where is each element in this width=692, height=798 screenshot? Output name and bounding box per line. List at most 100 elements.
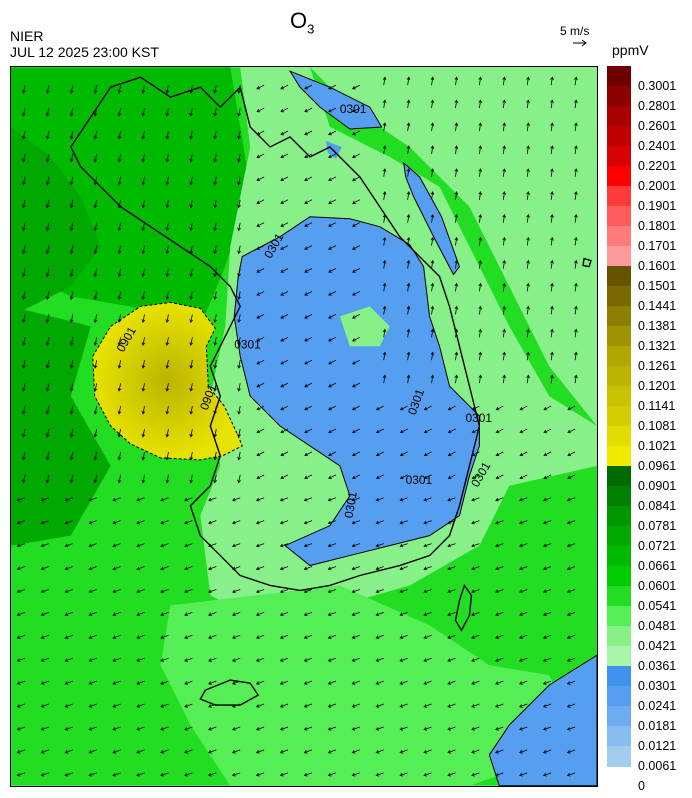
wind-arrow-head (40, 658, 45, 662)
wind-arrow (22, 451, 26, 460)
legend-tick-label: 0.1441 (638, 299, 677, 313)
wind-arrow-head (93, 250, 98, 255)
wind-arrow-head (213, 319, 217, 323)
wind-arrow (166, 108, 169, 116)
wind-arrow (328, 497, 337, 501)
wind-arrow (574, 100, 577, 109)
wind-arrow-head (88, 772, 93, 777)
wind-arrow (495, 634, 504, 639)
wind-arrow-head (45, 365, 50, 369)
wind-arrow-head (165, 227, 170, 232)
wind-arrow (471, 726, 480, 731)
wind-arrow (118, 291, 122, 300)
wind-arrow-head (256, 246, 261, 250)
wind-arrow (400, 543, 408, 547)
wind-arrow (455, 260, 458, 269)
wind-arrow-head (117, 365, 122, 369)
wind-arrow-head (112, 612, 117, 617)
wind-arrow (550, 77, 553, 86)
wind-arrow-head (208, 566, 212, 571)
wind-arrow-head (279, 566, 284, 571)
wind-arrow-head (351, 750, 356, 754)
wind-arrow-head (430, 145, 435, 149)
wind-arrow (65, 520, 73, 524)
wind-arrow-head (454, 374, 459, 379)
wind-arrow (184, 772, 193, 776)
wind-arrow-head (423, 772, 428, 777)
agency-label: NIER (10, 28, 44, 44)
wind-arrow (496, 474, 504, 479)
wind-arrow (543, 589, 552, 593)
wind-arrow (352, 199, 360, 204)
wind-arrow-head (255, 566, 260, 571)
wind-arrow (543, 703, 552, 708)
wind-arrow (184, 497, 193, 501)
wind-arrow-head (45, 112, 50, 117)
wind-arrow (208, 657, 217, 662)
wind-arrow-head (45, 227, 50, 232)
legend-swatch (607, 686, 631, 707)
wind-arrow-head (93, 456, 98, 461)
wind-arrow-head (352, 86, 356, 90)
wind-arrow-head (237, 296, 241, 300)
legend-swatch (607, 346, 631, 367)
wind-arrow (328, 245, 337, 250)
wind-arrow-head (280, 384, 284, 388)
wind-arrow (479, 123, 481, 132)
wind-arrow-head (93, 319, 98, 323)
wind-arrow (502, 260, 505, 269)
wind-arrow-head (454, 214, 459, 218)
wind-arrow-head (237, 456, 241, 461)
wind-arrow (22, 222, 26, 231)
wind-arrow (113, 634, 121, 639)
wind-arrow-head (232, 612, 236, 617)
wind-arrow-head (88, 543, 93, 548)
wind-arrow-head (352, 177, 356, 182)
wind-arrow (304, 428, 313, 433)
wind-arrow (256, 428, 265, 433)
wind-arrow (455, 214, 458, 223)
wind-arrow (479, 168, 481, 177)
wind-arrow (519, 589, 528, 593)
wind-arrow-head (542, 520, 547, 525)
wind-arrow-head (40, 772, 45, 777)
wind-arrow-head (495, 589, 499, 594)
wind-arrow-head (40, 727, 45, 731)
wind-arrow (328, 657, 337, 662)
wind-arrow (17, 657, 26, 662)
wind-arrow (550, 375, 553, 384)
wind-arrow-head (495, 612, 499, 617)
wind-arrow-head (454, 99, 459, 104)
wind-arrow (17, 566, 26, 570)
wind-arrow (550, 191, 553, 200)
wind-arrow-head (189, 456, 194, 461)
wind-arrow (424, 405, 432, 411)
wind-arrow-head (45, 410, 50, 415)
wind-arrow-head (184, 589, 188, 594)
wind-arrow-head (40, 520, 45, 525)
wind-arrow (214, 245, 217, 254)
wind-arrow-head (93, 365, 98, 369)
wind-arrow-head (232, 543, 236, 548)
wind-arrow (238, 451, 241, 460)
wind-arrow-head (574, 76, 578, 81)
wind-arrow (166, 405, 169, 414)
wind-arrow-head (64, 497, 69, 502)
wind-arrow (256, 176, 265, 181)
wind-arrow-head (352, 406, 356, 411)
wind-arrow-head (208, 750, 212, 754)
wind-arrow (423, 726, 432, 731)
wind-arrow-head (208, 497, 212, 502)
wind-arrow-head (327, 566, 332, 571)
wind-arrow-head (237, 342, 241, 346)
wind-arrow (519, 451, 528, 456)
wind-arrow-head (304, 131, 308, 136)
wind-arrow (190, 383, 193, 392)
legend-tick-label: 0.1381 (638, 319, 677, 333)
wind-arrow (256, 153, 265, 158)
wind-arrow-head (478, 191, 483, 195)
wind-arrow-head (280, 361, 284, 365)
wind-arrow (400, 657, 408, 662)
wind-arrow-head (328, 338, 332, 342)
field-west-sea-dark (11, 306, 111, 546)
